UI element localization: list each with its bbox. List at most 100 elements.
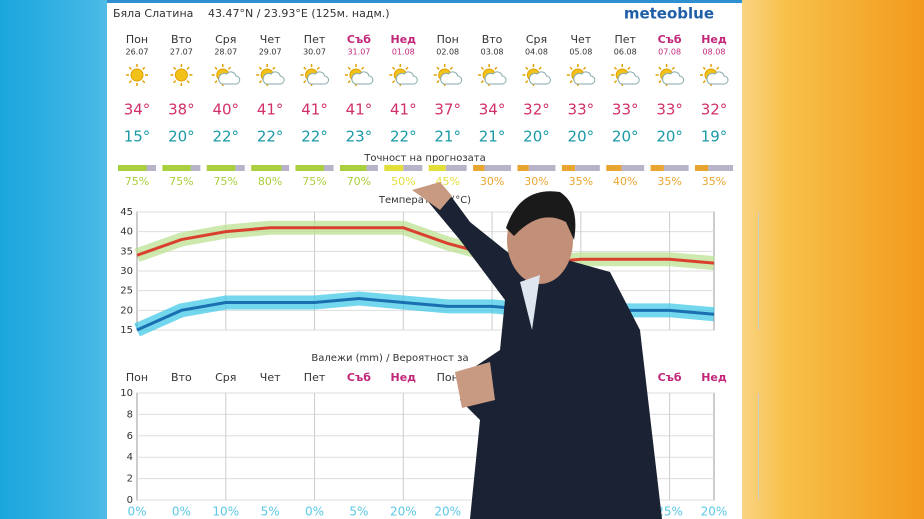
accuracy-rest <box>708 165 733 171</box>
probability-label: 20% <box>701 505 728 519</box>
accuracy-rest <box>445 165 467 171</box>
accuracy-rest <box>575 165 600 171</box>
day-name: Съб <box>658 371 682 384</box>
y-tick-label: 15 <box>120 325 133 336</box>
max-temp: 33° <box>612 101 639 119</box>
y-tick-label: 4 <box>127 452 133 463</box>
weather-icon <box>655 64 685 86</box>
day-name: Чет <box>260 371 281 384</box>
y-tick-label: 45 <box>120 207 133 218</box>
accuracy-bar <box>650 165 664 171</box>
sun <box>174 68 188 82</box>
cloud <box>706 71 729 85</box>
day-name: Чет <box>570 33 591 46</box>
accuracy-rest <box>621 165 645 171</box>
probability-label: 10% <box>212 505 239 519</box>
weather-icon <box>256 64 285 86</box>
max-temp: 34° <box>479 101 506 119</box>
day-name: Вто <box>171 33 192 46</box>
probability-label: 0% <box>172 505 191 519</box>
accuracy-rest <box>484 165 512 171</box>
accuracy-label: 75% <box>125 175 149 188</box>
y-tick-label: 8 <box>127 409 133 420</box>
accuracy-label: 50% <box>391 175 415 188</box>
accuracy-rest <box>663 165 689 171</box>
cloud <box>662 71 685 85</box>
accuracy-label: 40% <box>613 175 637 188</box>
weather-icon <box>389 64 418 86</box>
day-date: 05.08 <box>569 48 592 57</box>
max-temp: 32° <box>701 101 728 119</box>
day-date: 02.08 <box>436 48 459 57</box>
accuracy-label: 75% <box>302 175 326 188</box>
day-date: 26.07 <box>126 48 149 57</box>
cloud <box>617 71 640 85</box>
day-date: 01.08 <box>392 48 415 57</box>
sun-ray <box>227 66 232 70</box>
sun-ray <box>272 66 276 70</box>
day-name: Вто <box>482 33 503 46</box>
min-temp: 20° <box>568 128 595 146</box>
min-temp: 21° <box>479 128 506 146</box>
day-name: Пон <box>126 33 148 46</box>
sun-ray <box>173 66 177 70</box>
accuracy-label: 30% <box>524 175 548 188</box>
accuracy-label: 35% <box>657 175 681 188</box>
accuracy-rest <box>190 165 201 171</box>
sun-ray <box>658 80 662 84</box>
coordinates: 43.47°N / 23.93°E (125м. надм.) <box>208 7 390 20</box>
presenter <box>412 182 662 519</box>
sun-ray <box>391 66 396 70</box>
day-name: Пон <box>437 33 459 46</box>
day-name: Пон <box>126 371 148 384</box>
presenter-hand <box>412 182 452 210</box>
day-name: Нед <box>391 371 417 384</box>
min-temp: 20° <box>523 128 550 146</box>
accuracy-bar <box>251 165 282 171</box>
sun-ray <box>303 80 307 84</box>
day-date: 30.07 <box>303 48 326 57</box>
accuracy-label: 70% <box>347 175 371 188</box>
sun-ray <box>613 66 618 70</box>
accuracy-label: 80% <box>258 175 282 188</box>
accuracy-bar <box>295 165 325 171</box>
cloud <box>218 71 241 85</box>
cloud <box>395 71 418 85</box>
probability-label: 5% <box>261 505 280 519</box>
accuracy-bar <box>206 165 236 171</box>
max-temp: 41° <box>390 101 417 119</box>
max-temp: 33° <box>656 101 683 119</box>
presenter-hair <box>506 191 576 240</box>
probability-label: 25% <box>656 505 683 519</box>
weather-icon <box>344 64 374 86</box>
min-temp: 22° <box>257 128 284 146</box>
sun-ray <box>494 66 498 70</box>
cloud <box>528 71 551 85</box>
day-date: 04.08 <box>525 48 548 57</box>
day-name: Пон <box>437 371 459 384</box>
sun-ray <box>258 80 263 84</box>
accuracy-bar <box>339 165 367 171</box>
probability-label: 5% <box>349 505 368 519</box>
probability-label: 0% <box>127 505 146 519</box>
probability-label: 0% <box>305 505 324 519</box>
sun-ray <box>347 80 351 84</box>
location: Бяла Слатина <box>113 7 193 20</box>
min-temp: 19° <box>701 128 728 146</box>
max-line <box>136 226 715 265</box>
accuracy-rest <box>366 165 378 171</box>
sun-ray <box>128 80 132 84</box>
sun-ray <box>405 66 409 70</box>
sun-ray <box>303 66 307 70</box>
day-date: 06.08 <box>614 48 637 57</box>
day-date: 07.08 <box>658 48 681 57</box>
day-date: 31.07 <box>347 48 370 57</box>
day-name: Нед <box>701 371 727 384</box>
sun-ray <box>716 66 720 70</box>
accuracy-bar <box>473 165 485 171</box>
max-temp: 41° <box>301 101 328 119</box>
max-temp: 38° <box>168 101 195 119</box>
day-name: Съб <box>347 33 371 46</box>
sun-ray <box>142 80 146 84</box>
